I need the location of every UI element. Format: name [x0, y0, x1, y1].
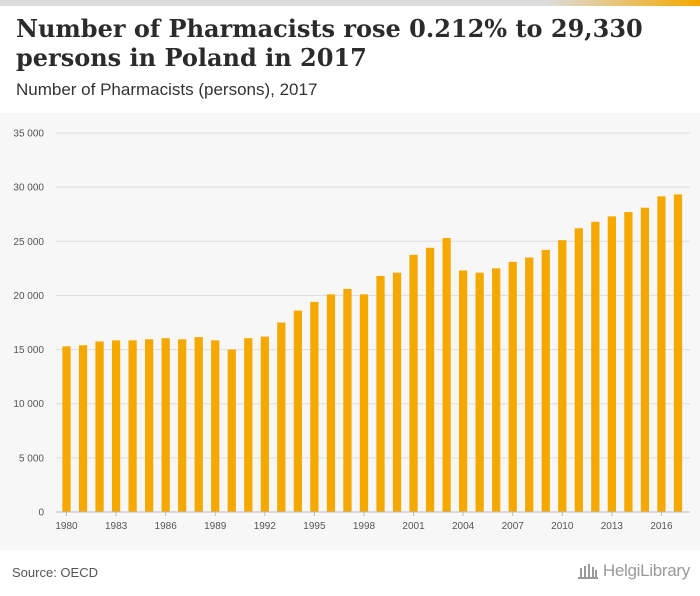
x-tick-label: 2010: [551, 521, 574, 532]
x-tick-label: 1986: [155, 521, 178, 532]
bar-1982: [95, 341, 104, 512]
bar-2001: [409, 254, 418, 513]
chart-subtitle: Number of Pharmacists (persons), 2017: [16, 80, 318, 99]
bar-1980: [62, 346, 71, 512]
y-tick-label: 0: [38, 508, 44, 519]
x-tick-label: 1980: [55, 521, 78, 532]
x-tick-label: 1998: [353, 521, 376, 532]
bar-1997: [343, 288, 352, 512]
bar-1993: [277, 322, 286, 512]
bar-1985: [145, 339, 154, 512]
page-title: Number of Pharmacists rose 0.212% to 29,…: [16, 14, 643, 72]
bar-2011: [574, 228, 583, 512]
bar-2009: [541, 249, 550, 512]
bar-2008: [525, 257, 534, 512]
logo-text: HelgiLibrary: [602, 561, 690, 580]
y-tick-label: 35 000: [13, 129, 44, 140]
bar-2002: [425, 247, 435, 513]
bar-1994: [293, 310, 302, 512]
bar-2005: [475, 272, 484, 512]
bar-1991: [244, 338, 253, 512]
bar-1988: [194, 337, 203, 512]
bar-chart: 0 5 000 10 000 15 000 20 000 25 000 30 000 35 0…: [13, 129, 690, 532]
bar-2004: [459, 270, 468, 512]
bar-1992: [260, 336, 269, 512]
bar-1995: [310, 301, 319, 512]
x-tick-label: 2001: [402, 521, 425, 532]
y-tick-label: 20 000: [13, 291, 44, 302]
bar-2016: [657, 196, 666, 512]
x-tick-label: 2007: [502, 521, 525, 532]
bar-2003: [442, 238, 451, 512]
bar-1996: [326, 294, 336, 512]
footer: Source: OECD HelgiLibrary: [0, 550, 700, 596]
bar-2007: [508, 261, 517, 512]
x-tick-label: 1992: [254, 521, 277, 532]
helgilibrary-logo[interactable]: HelgiLibrary: [577, 561, 690, 581]
bar-2015: [640, 207, 650, 512]
bar-1987: [178, 339, 187, 512]
x-tick-label: 1995: [303, 521, 326, 532]
x-tick-label: 1989: [204, 521, 227, 532]
y-tick-label: 30 000: [13, 183, 44, 194]
top-accent-bar: [0, 0, 700, 6]
source-label: Source: OECD: [12, 565, 98, 580]
bar-1984: [128, 340, 137, 512]
library-building-icon: [577, 564, 598, 579]
x-tick-label: 1983: [105, 521, 128, 532]
bar-2010: [558, 240, 567, 512]
y-tick-label: 15 000: [13, 345, 44, 356]
bar-2012: [591, 221, 600, 512]
chart-area: 0 5 000 10 000 15 000 20 000 25 000 30 000 35 0…: [0, 113, 700, 550]
bar-1986: [161, 338, 170, 512]
x-tick-label: 2004: [452, 521, 475, 532]
bar-2014: [624, 212, 633, 512]
bar-2017: [673, 194, 683, 512]
x-tick-label: 2016: [650, 521, 673, 532]
bar-2006: [492, 268, 501, 512]
x-tick-label: 2013: [601, 521, 624, 532]
bar-1998: [359, 294, 369, 512]
bar-1989: [211, 340, 220, 512]
bar-1990: [227, 349, 236, 512]
y-tick-label: 25 000: [13, 237, 44, 248]
y-tick-label: 10 000: [13, 399, 44, 410]
y-tick-label: 5 000: [19, 453, 44, 464]
bar-2000: [392, 272, 402, 512]
bar-1983: [111, 340, 121, 512]
bar-1999: [376, 275, 385, 512]
bar-2013: [607, 216, 616, 512]
bar-1981: [78, 345, 88, 512]
